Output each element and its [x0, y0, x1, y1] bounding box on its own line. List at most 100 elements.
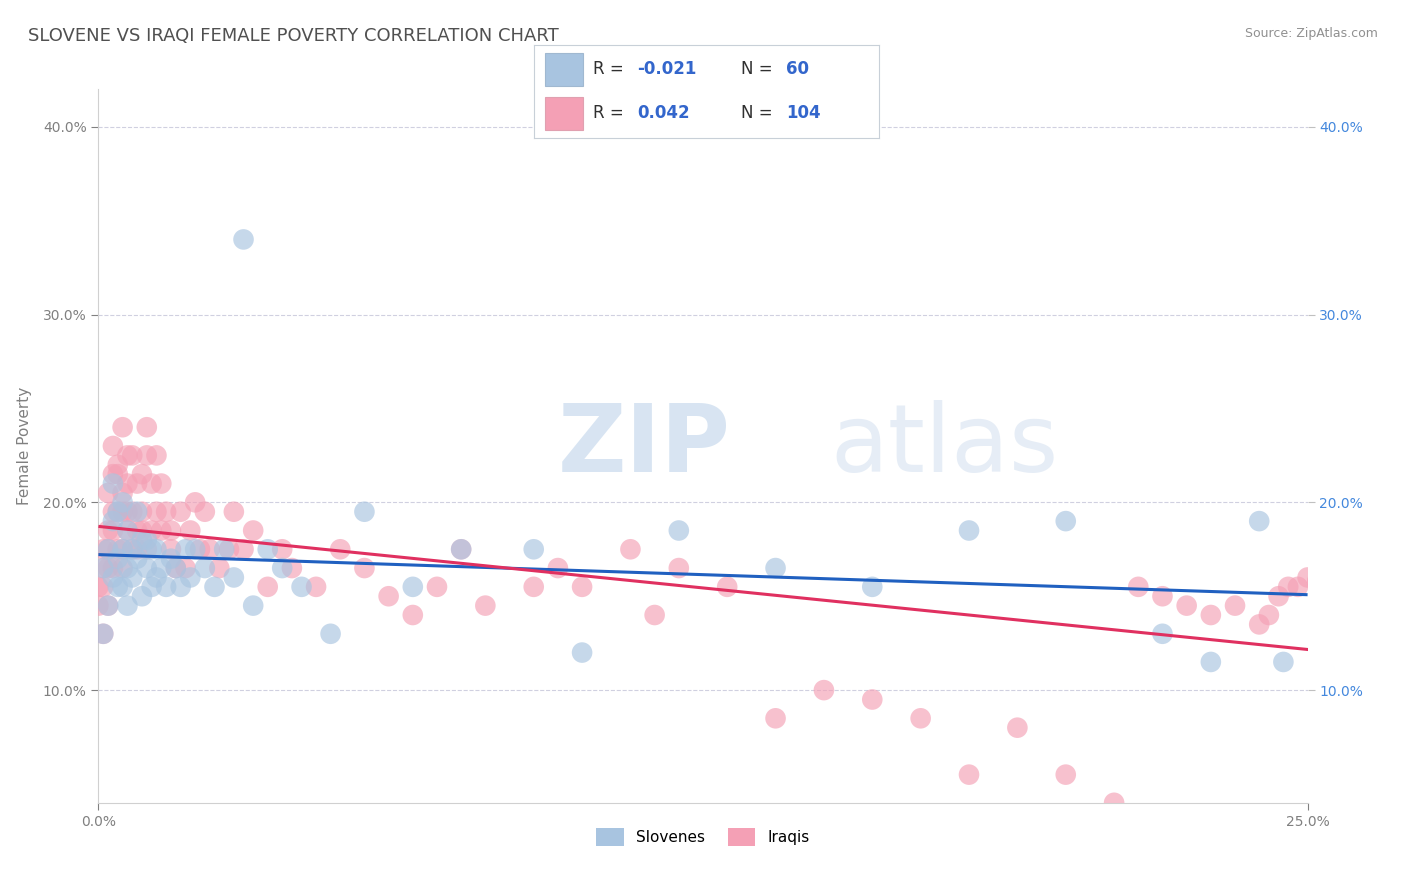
Point [644, 607, 666, 622]
Point [1054, 767, 1077, 781]
Point [242, 599, 264, 613]
Point [135, 561, 157, 575]
Point [141, 476, 163, 491]
Point [131, 533, 153, 547]
Point [91, 561, 114, 575]
Point [87, 599, 110, 613]
Point [174, 561, 197, 575]
Point [107, 458, 129, 472]
Point [450, 542, 472, 557]
Point [107, 551, 129, 566]
Point [117, 561, 139, 575]
Point [101, 439, 124, 453]
Point [101, 561, 124, 575]
Point [222, 570, 245, 584]
Point [91, 580, 114, 594]
Point [222, 505, 245, 519]
Point [271, 561, 294, 575]
Text: -0.021: -0.021 [638, 60, 697, 78]
Text: R =: R = [593, 60, 624, 78]
Point [111, 420, 134, 434]
Point [97, 561, 120, 575]
Point [117, 476, 139, 491]
Point [145, 505, 167, 519]
Point [1102, 796, 1125, 810]
Point [1326, 570, 1348, 584]
Point [571, 646, 593, 660]
Text: ZIP: ZIP [558, 400, 731, 492]
Point [91, 542, 114, 557]
Point [121, 542, 143, 557]
Point [135, 420, 157, 434]
Point [256, 580, 278, 594]
Point [107, 505, 129, 519]
Point [101, 514, 124, 528]
Point [101, 467, 124, 482]
Point [121, 542, 143, 557]
Point [860, 580, 883, 594]
Point [184, 495, 207, 509]
Point [188, 542, 211, 557]
Point [1054, 514, 1077, 528]
Point [131, 505, 153, 519]
Text: 60: 60 [786, 60, 808, 78]
Point [121, 505, 143, 519]
Point [131, 524, 153, 538]
Point [135, 449, 157, 463]
Text: 0.042: 0.042 [638, 104, 690, 122]
Point [117, 505, 139, 519]
Point [97, 542, 120, 557]
Point [179, 570, 201, 584]
Point [127, 524, 149, 538]
Point [107, 467, 129, 482]
Point [111, 580, 134, 594]
Point [402, 580, 425, 594]
Point [145, 449, 167, 463]
Point [91, 627, 114, 641]
Point [523, 542, 546, 557]
Text: Source: ZipAtlas.com: Source: ZipAtlas.com [1244, 27, 1378, 40]
Point [194, 505, 217, 519]
Legend: Slovenes, Iraqis: Slovenes, Iraqis [591, 822, 815, 852]
Point [218, 542, 240, 557]
Text: atlas: atlas [830, 400, 1059, 492]
Point [198, 542, 221, 557]
Point [111, 561, 134, 575]
Point [204, 580, 226, 594]
Point [91, 561, 114, 575]
Point [135, 533, 157, 547]
Point [1257, 607, 1279, 622]
Point [765, 711, 787, 725]
Point [174, 542, 197, 557]
Point [141, 524, 163, 538]
Point [1199, 655, 1222, 669]
Point [232, 542, 254, 557]
Point [121, 449, 143, 463]
Point [194, 561, 217, 575]
Point [426, 580, 449, 594]
Point [155, 505, 177, 519]
Point [165, 561, 187, 575]
Point [1296, 570, 1319, 584]
Point [1152, 627, 1174, 641]
Text: N =: N = [741, 104, 772, 122]
Point [145, 542, 167, 557]
Point [160, 551, 183, 566]
Point [813, 683, 835, 698]
Point [97, 524, 120, 538]
Point [117, 524, 139, 538]
Text: N =: N = [741, 60, 772, 78]
Point [212, 542, 235, 557]
Point [101, 505, 124, 519]
Point [97, 542, 120, 557]
Point [101, 476, 124, 491]
Point [111, 542, 134, 557]
Point [290, 580, 312, 594]
Point [668, 561, 690, 575]
Y-axis label: Female Poverty: Female Poverty [17, 387, 31, 505]
Point [1175, 599, 1198, 613]
Point [319, 627, 342, 641]
Point [402, 607, 425, 622]
Point [1199, 607, 1222, 622]
Point [957, 767, 980, 781]
